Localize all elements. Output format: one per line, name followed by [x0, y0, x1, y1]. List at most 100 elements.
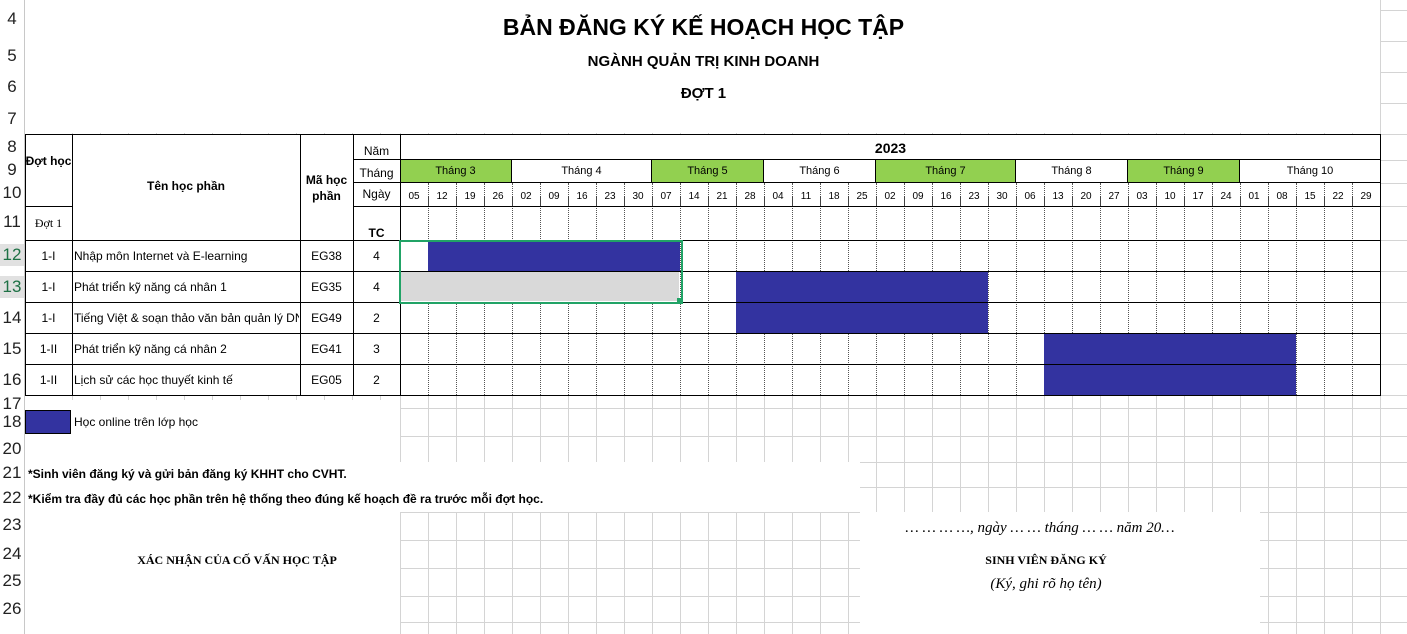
row-number[interactable]: 4 [7, 9, 17, 28]
day-header: 28 [744, 191, 756, 202]
course-batch: 1-II [39, 373, 58, 387]
week-divider [1044, 183, 1045, 395]
day-tick [764, 196, 765, 206]
week-divider [1100, 183, 1101, 395]
day-tick [596, 196, 597, 206]
gridline-h [24, 596, 1407, 597]
row-number[interactable]: 11 [3, 212, 21, 231]
row-number[interactable]: 17 [2, 394, 22, 413]
day-tick [1324, 196, 1325, 206]
day-header: 09 [548, 191, 560, 202]
month-header: Tháng 8 [1016, 160, 1128, 182]
day-header: 30 [996, 191, 1008, 202]
course-batch: 1-I [41, 311, 56, 325]
week-divider [1268, 183, 1269, 395]
day-tick [848, 196, 849, 206]
row-number[interactable]: 22 [2, 488, 22, 507]
day-header: 02 [520, 191, 532, 202]
row-number[interactable]: 12 [0, 244, 24, 266]
row-header-column[interactable]: 4 5 6 7 8 9 10 11 12 13 14 15 16 17 18 20 21 22 23 24 25 26 [0, 0, 25, 634]
page-title: BẢN ĐĂNG KÝ KẾ HOẠCH HỌC TẬP [502, 14, 905, 40]
row-number[interactable]: 15 [2, 339, 22, 358]
row-number[interactable]: 13 [0, 276, 24, 298]
day-tick [876, 196, 877, 206]
course-credits: 3 [373, 342, 380, 356]
row-number[interactable]: 14 [2, 308, 22, 327]
day-header: 26 [492, 191, 504, 202]
day-tick [1296, 196, 1297, 206]
day-tick [708, 196, 709, 206]
week-divider [988, 183, 989, 395]
course-credits: 4 [373, 249, 380, 263]
gridline-h [24, 436, 1407, 437]
selected-range-fill [401, 272, 679, 301]
selection-border[interactable] [399, 240, 683, 304]
row-number[interactable]: 10 [2, 183, 22, 202]
row-number[interactable]: 5 [7, 46, 17, 65]
student-signature-title: SINH VIÊN ĐĂNG KÝ [985, 553, 1107, 567]
day-header: 23 [968, 191, 980, 202]
row-number[interactable]: 16 [2, 370, 22, 389]
row-number[interactable]: 23 [2, 515, 22, 534]
day-tick [1352, 196, 1353, 206]
day-tick [1016, 196, 1017, 206]
fill-handle[interactable] [677, 298, 682, 303]
row-number[interactable]: 8 [7, 137, 17, 156]
row-number[interactable]: 20 [2, 439, 22, 458]
border-v [353, 134, 354, 396]
day-tick [652, 196, 653, 206]
border-h [25, 302, 1381, 303]
week-divider [1240, 183, 1241, 395]
border-h [25, 395, 1381, 396]
day-tick [960, 196, 961, 206]
day-header: 25 [856, 191, 868, 202]
header-month-label: Tháng [359, 166, 394, 180]
day-header: 20 [1080, 191, 1092, 202]
day-header: 23 [604, 191, 616, 202]
course-code: EG05 [311, 373, 342, 387]
signature-area [860, 512, 1260, 634]
row-number[interactable]: 7 [7, 109, 17, 128]
week-divider [1352, 183, 1353, 395]
day-tick [624, 196, 625, 206]
day-tick [1212, 196, 1213, 206]
border-v [25, 134, 26, 396]
row-number[interactable]: 9 [7, 160, 17, 179]
day-header: 10 [1164, 191, 1176, 202]
row-number[interactable]: 26 [2, 599, 22, 618]
day-tick [484, 196, 485, 206]
course-batch: 1-II [39, 342, 58, 356]
day-header: 16 [940, 191, 952, 202]
day-tick [680, 196, 681, 206]
day-header: 11 [800, 191, 812, 202]
day-header: 12 [436, 191, 448, 202]
border-v [1380, 134, 1381, 396]
gridline-h [24, 568, 1407, 569]
border-v [300, 134, 301, 396]
day-header: 15 [1304, 191, 1316, 202]
row-number[interactable]: 25 [2, 571, 22, 590]
day-tick [792, 196, 793, 206]
row-number[interactable]: 6 [7, 77, 17, 96]
advisor-area [25, 512, 400, 634]
week-divider [1324, 183, 1325, 395]
gantt-bar-eg38[interactable] [428, 241, 680, 271]
day-tick [932, 196, 933, 206]
row-number[interactable]: 21 [2, 463, 22, 482]
header-dot-hoc: Đợt học [25, 154, 72, 168]
notes-area-mid [400, 462, 860, 512]
border-h [353, 182, 1381, 183]
day-header: 04 [772, 191, 784, 202]
day-header: 29 [1360, 191, 1372, 202]
course-credits: 2 [373, 311, 380, 325]
day-tick [820, 196, 821, 206]
legend-swatch [25, 410, 71, 434]
day-header: 09 [912, 191, 924, 202]
row-number[interactable]: 18 [2, 412, 22, 431]
day-tick [1128, 196, 1129, 206]
day-tick [1268, 196, 1269, 206]
row-number[interactable]: 24 [2, 544, 22, 563]
border-h [25, 333, 1381, 334]
day-tick [512, 196, 513, 206]
